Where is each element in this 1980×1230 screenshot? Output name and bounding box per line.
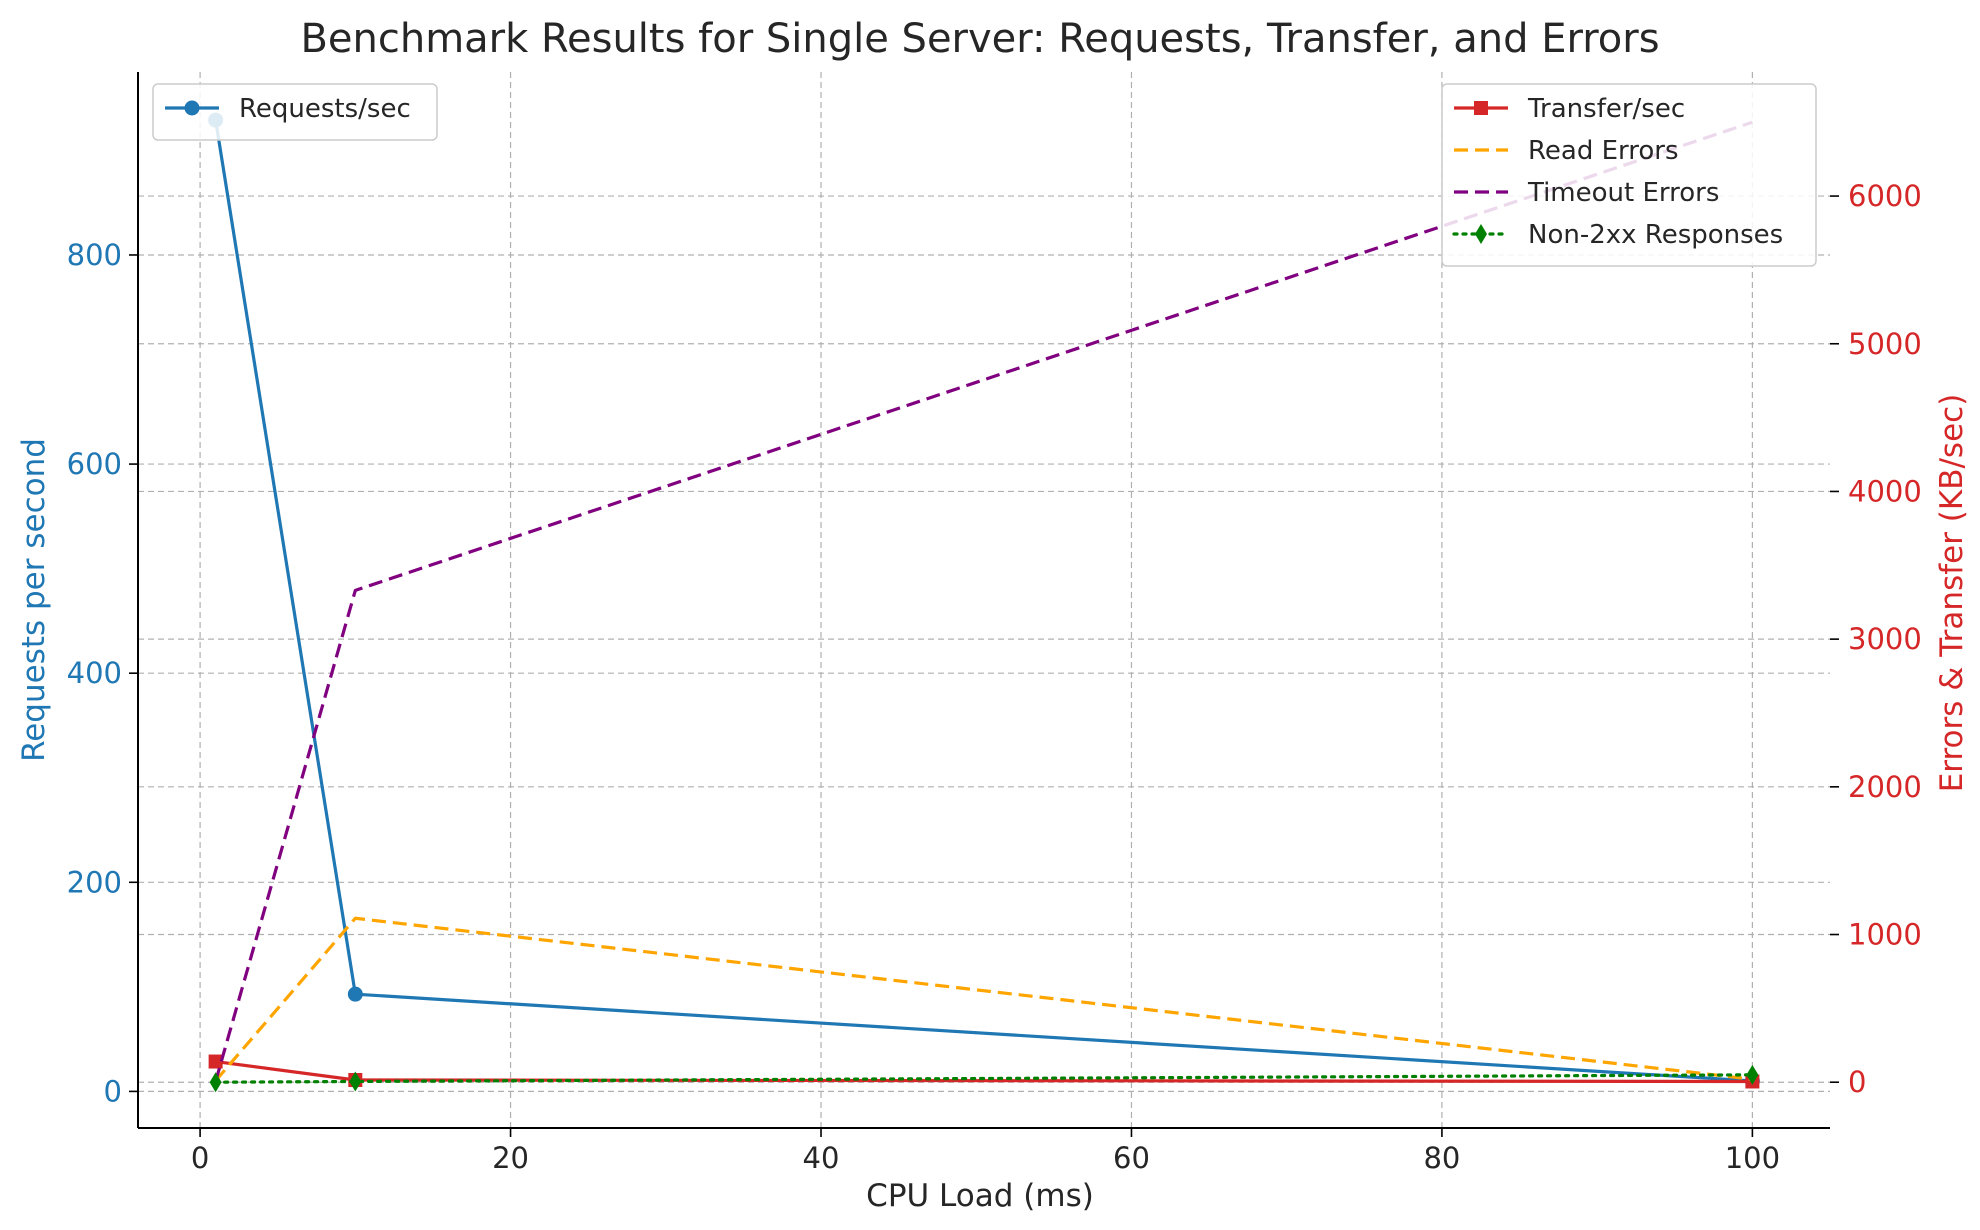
y-right-tick-label: 2000: [1848, 770, 1922, 804]
series-line-timeout-errors: [214, 120, 1753, 1082]
legend-label-requests-sec: Requests/sec: [239, 94, 411, 124]
legend-frame: [1441, 83, 1817, 267]
series-layer: [208, 112, 1760, 1093]
grid: [138, 72, 1830, 1128]
legend-marker-non-2xx-responses: [1475, 224, 1487, 244]
data-point-non-2xx-responses: [1746, 1064, 1759, 1085]
legend-marker-transfer-sec: [1474, 101, 1488, 115]
x-tick-label: 100: [1725, 1141, 1780, 1175]
legends: Requests/sec Transfer/sec Read Errors Timeo…: [152, 83, 1817, 267]
y-left-tick-label: 400: [67, 656, 122, 690]
series-timeout-errors: [214, 120, 1753, 1082]
legend-label-non-2xx-responses: Non-2xx Responses: [1528, 220, 1783, 250]
y-right-tick-label: 3000: [1848, 622, 1922, 656]
series-transfer-sec: [208, 1054, 1760, 1089]
y-left-tick-label: 800: [67, 238, 122, 272]
series-line-non-2xx-responses: [214, 1073, 1754, 1084]
data-point-requests-sec: [347, 986, 363, 1002]
series-non-2xx-responses: [209, 1064, 1759, 1093]
y-right-tick-label: 6000: [1848, 179, 1922, 213]
chart-title: Benchmark Results for Single Server: Req…: [300, 16, 1659, 62]
y-right-tick-label: 1000: [1848, 918, 1922, 952]
y-axis-left-label: Requests per second: [16, 438, 52, 762]
legend-left: Requests/sec: [152, 83, 438, 141]
x-tick-label: 40: [803, 1141, 840, 1175]
legend-label-transfer-sec: Transfer/sec: [1527, 94, 1685, 124]
y-left-tick-label: 0: [104, 1074, 122, 1108]
x-axis-label: CPU Load (ms): [866, 1178, 1094, 1214]
y-right-tick-label: 0: [1848, 1065, 1866, 1099]
legend-label-read-errors: Read Errors: [1528, 136, 1679, 166]
legend-marker-requests-sec: [184, 100, 200, 116]
legend-label-timeout-errors: Timeout Errors: [1527, 178, 1719, 208]
y-right-tick-label: 4000: [1848, 474, 1922, 508]
series-read-errors: [214, 916, 1753, 1082]
data-point-non-2xx-responses: [349, 1071, 362, 1092]
data-point-non-2xx-responses: [209, 1072, 222, 1093]
axes: 0 20 40 60 80 1000200400600800010002000300040…: [67, 72, 1922, 1175]
data-point-transfer-sec: [208, 1054, 223, 1069]
y-left-tick-label: 200: [67, 865, 122, 899]
x-tick-label: 0: [191, 1141, 209, 1175]
x-tick-label: 20: [492, 1141, 529, 1175]
y-axis-right-label: Errors & Transfer (KB/sec): [1934, 394, 1970, 793]
x-tick-label: 80: [1423, 1141, 1460, 1175]
y-right-tick-label: 5000: [1848, 327, 1922, 361]
y-left-tick-label: 600: [67, 447, 122, 481]
legend-right: Transfer/sec Read Errors Timeout Errors Non…: [1441, 83, 1817, 267]
x-tick-label: 60: [1113, 1141, 1150, 1175]
series-line-read-errors: [214, 916, 1753, 1082]
legend-frame: [152, 83, 438, 141]
